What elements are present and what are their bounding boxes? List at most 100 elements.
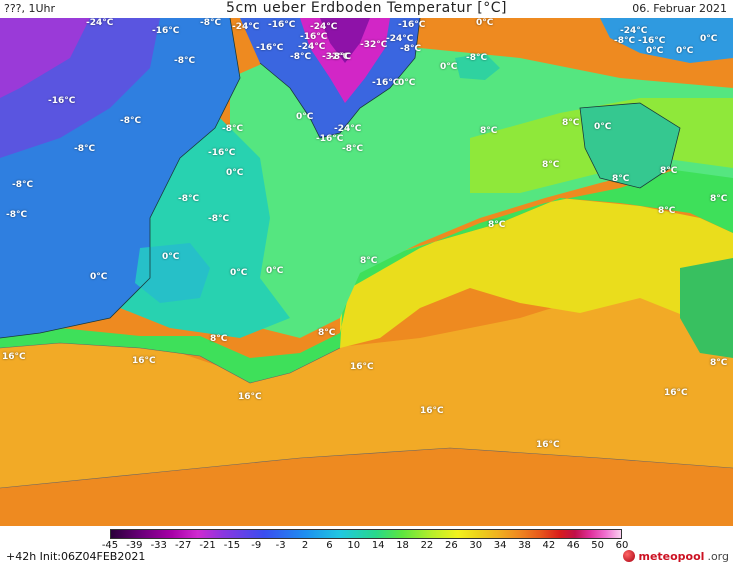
- temp-label: 0°C: [594, 122, 612, 132]
- isotherm-16: [0, 447, 733, 489]
- land-iceland: [455, 53, 500, 80]
- temp-label: -16°C: [398, 20, 426, 30]
- temp-label: -16°C: [372, 78, 400, 88]
- temp-label: -16°C: [316, 134, 344, 144]
- brand-logo[interactable]: meteopool .org: [623, 548, 729, 564]
- temp-label: 8°C: [480, 126, 498, 136]
- colorbar-tick: 14: [371, 540, 385, 551]
- colorbar-tick: -15: [223, 540, 241, 551]
- temp-label: -8°C: [208, 214, 230, 224]
- temp-label: 8°C: [660, 166, 678, 176]
- colorbar-tick: -45: [101, 540, 119, 551]
- temp-label: -32°C: [360, 40, 388, 50]
- header: ???, 1Uhr 5cm ueber Erdboden Temperatur …: [0, 0, 733, 18]
- temp-label: 16°C: [132, 356, 156, 366]
- colorbar-tick: -39: [126, 540, 143, 551]
- temp-label: -16°C: [208, 148, 236, 158]
- temp-label: -8°C: [222, 124, 244, 134]
- valid-time: ???, 1Uhr: [4, 2, 56, 15]
- temp-label: -16°C: [152, 26, 180, 36]
- brand-tld: .org: [707, 549, 729, 563]
- temp-label: 8°C: [658, 206, 676, 216]
- colorbar-tick: 26: [444, 540, 458, 551]
- temp-label: -24°C: [386, 34, 414, 44]
- map-title: 5cm ueber Erdboden Temperatur [°C]: [226, 0, 507, 16]
- colorbar-tick: 38: [518, 540, 531, 551]
- temp-label: 0°C: [296, 112, 314, 122]
- temp-label: 8°C: [210, 334, 228, 344]
- temp-label: -8°C: [12, 180, 34, 190]
- temp-label: 0°C: [676, 46, 694, 56]
- land-svalbard: [600, 18, 733, 63]
- temp-label: 8°C: [612, 174, 630, 184]
- temp-label: -8°C: [200, 18, 222, 28]
- temp-label: 16°C: [350, 362, 374, 372]
- temp-label: -8°C: [466, 53, 488, 63]
- model-run-info: +42h Init:06Z04FEB2021: [6, 550, 146, 563]
- colorbar-tick: 18: [396, 540, 409, 551]
- land-iberia: [680, 258, 733, 358]
- temp-label: 8°C: [562, 118, 580, 128]
- brand-name: meteopool: [638, 549, 705, 563]
- temp-label: -16°C: [300, 32, 328, 42]
- temp-label: -24°C: [310, 22, 338, 32]
- colorbar-tick: 30: [469, 540, 483, 551]
- temp-label: 8°C: [542, 160, 560, 170]
- colorbar-tick: -9: [251, 540, 262, 551]
- temp-label: 8°C: [710, 358, 728, 368]
- colorbar-tick: 22: [420, 540, 434, 551]
- temp-label: -16°C: [48, 96, 76, 106]
- temp-label: -24°C: [232, 22, 260, 32]
- temp-label: 16°C: [536, 440, 560, 450]
- temp-label: -8°C: [6, 210, 28, 220]
- temp-label: -32°C: [322, 52, 350, 62]
- colorbar-tick: 46: [566, 540, 580, 551]
- temp-label: -24°C: [334, 124, 362, 134]
- map-canvas: [0, 18, 733, 526]
- temp-label: 0°C: [266, 266, 284, 276]
- colorbar-ticks: -45 -39 -33 -27 -21 -15 -9 -3 2 6 10 14 18 22 26 30 34 38…: [102, 540, 629, 552]
- temp-label: -8°C: [178, 194, 200, 204]
- temp-label: 16°C: [2, 352, 26, 362]
- temp-label: 8°C: [318, 328, 336, 338]
- colorbar-tick: -3: [275, 540, 286, 551]
- land-arctic-islands: [0, 18, 90, 98]
- colorbar: [110, 529, 622, 539]
- colorbar-tick: 34: [493, 540, 507, 551]
- temp-label: 0°C: [440, 62, 458, 72]
- ocean-yellow-band: [340, 198, 733, 348]
- temp-label: 0°C: [230, 268, 248, 278]
- colorbar-tick: -21: [199, 540, 216, 551]
- temp-label: -16°C: [256, 43, 284, 53]
- temp-label: 0°C: [398, 78, 416, 88]
- temp-label: 16°C: [420, 406, 444, 416]
- coastline-americas: [0, 18, 241, 339]
- colorbar-tick: 2: [301, 540, 309, 551]
- temp-label: 16°C: [238, 392, 262, 402]
- temp-label: 8°C: [488, 220, 506, 230]
- greenland-ice-coldest: [320, 18, 370, 63]
- temp-label: -16°C: [638, 36, 666, 46]
- colorbar-tick: 6: [326, 540, 333, 551]
- colorbar-tick: 50: [591, 540, 604, 551]
- land-british-isles: [580, 103, 680, 188]
- temp-label: 8°C: [710, 194, 728, 204]
- temp-label: -8°C: [290, 52, 312, 62]
- globe-icon: [623, 550, 636, 562]
- temp-label: 8°C: [360, 256, 378, 266]
- colorbar-tick: 10: [347, 540, 361, 551]
- isotherm-8: [0, 342, 341, 384]
- coastline-british-isles: [579, 102, 681, 189]
- temp-label: 0°C: [646, 46, 664, 56]
- temp-label: -8°C: [330, 52, 352, 62]
- temp-label: 0°C: [476, 18, 494, 28]
- temp-label: -24°C: [86, 18, 114, 28]
- colorbar-tick: -33: [150, 540, 167, 551]
- colorbar-tick: 42: [542, 540, 556, 551]
- temp-label: -24°C: [298, 42, 326, 52]
- colorbar-tick: -27: [174, 540, 192, 551]
- coastline-greenland: [259, 18, 421, 139]
- temp-label: -8°C: [74, 144, 96, 154]
- temp-label: -8°C: [174, 56, 196, 66]
- map-date: 06. Februar 2021: [632, 2, 727, 15]
